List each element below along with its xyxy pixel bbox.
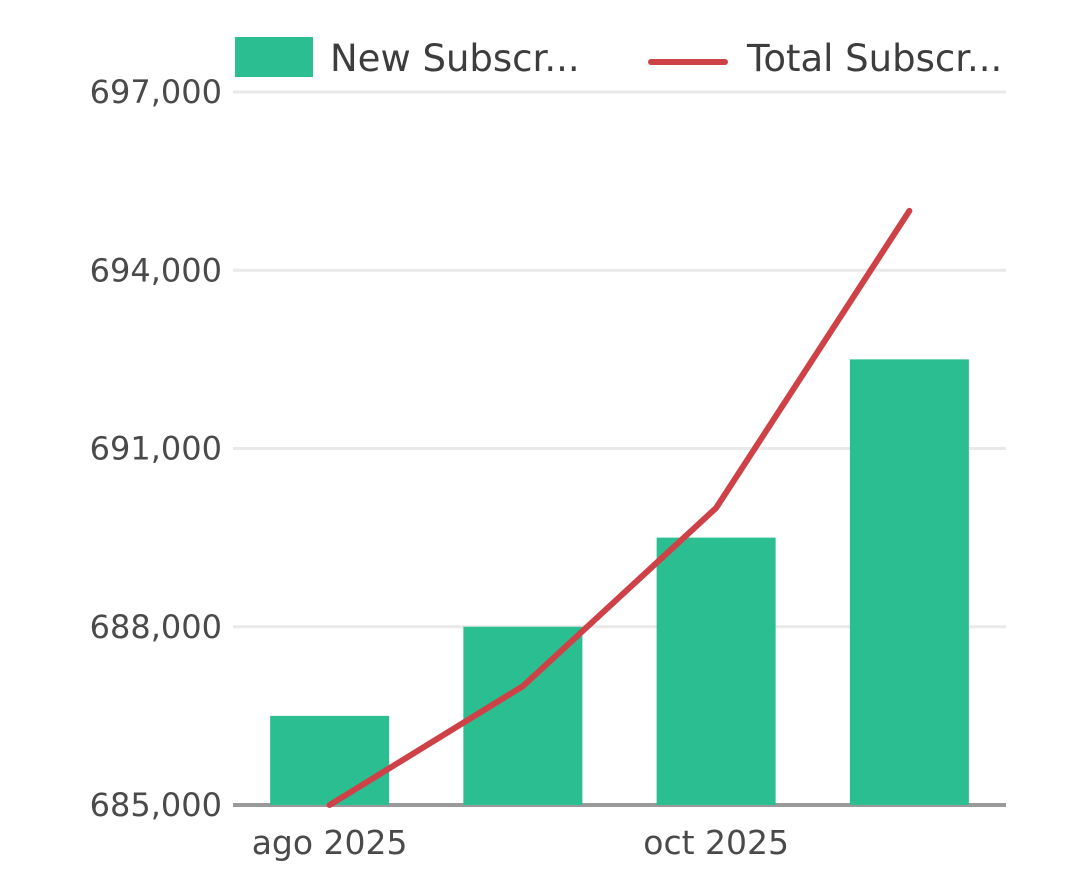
- bar-new-subscribers: [656, 537, 776, 805]
- legend-bar-swatch: [235, 37, 313, 77]
- total-subscribers-line: [326, 207, 913, 808]
- legend-label-total-subscribers: Total Subscr...: [747, 37, 1003, 80]
- chart-legend: New Subscr... Total Subscr...: [0, 0, 1080, 92]
- y-tick-label: 688,000: [90, 608, 222, 646]
- x-tick-label: ago 2025: [252, 823, 408, 862]
- bar-new-subscribers: [849, 359, 969, 805]
- bar-new-subscribers: [463, 626, 583, 805]
- x-tick-label: oct 2025: [643, 823, 789, 862]
- y-tick-label: 691,000: [90, 430, 222, 468]
- y-tick-label: 685,000: [90, 786, 222, 824]
- y-tick-label: 694,000: [90, 251, 222, 289]
- legend-line-swatch: [648, 59, 728, 65]
- bar-new-subscribers: [270, 715, 390, 805]
- y-tick-label: 697,000: [90, 73, 222, 111]
- legend-label-new-subscribers: New Subscr...: [330, 37, 580, 80]
